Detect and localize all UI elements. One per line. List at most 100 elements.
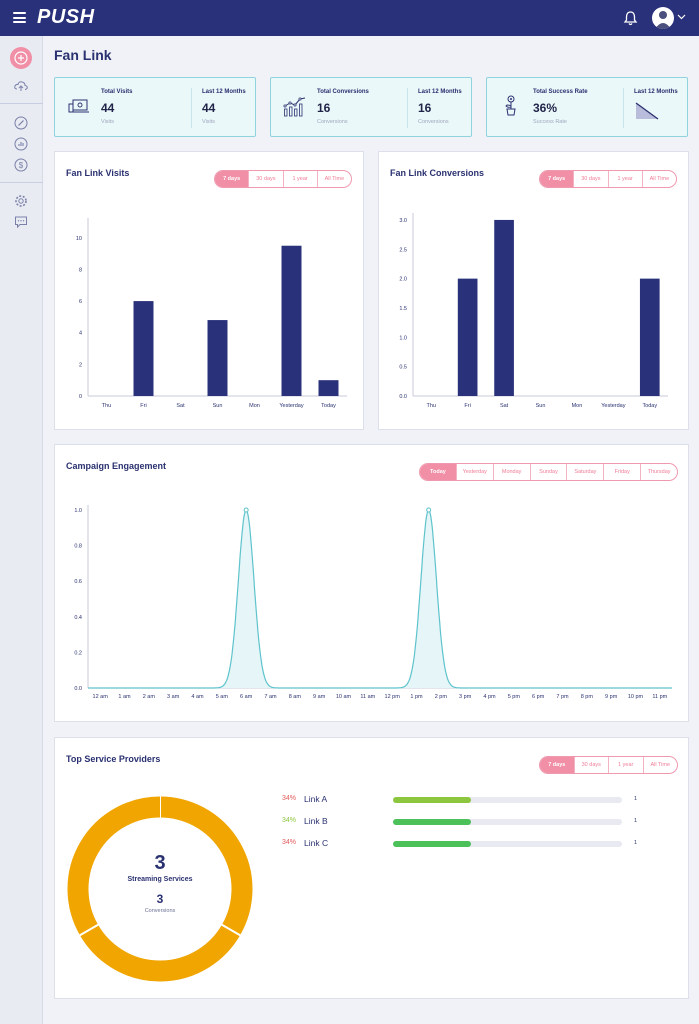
day-option-monday[interactable]: Monday xyxy=(492,464,530,480)
page-title: Fan Link xyxy=(54,47,112,63)
provider-name[interactable]: Link B xyxy=(304,816,328,826)
providers-range-selector: 7 days 30 days 1 year All Time xyxy=(539,756,678,774)
range-option-7-days[interactable]: 7 days xyxy=(215,171,249,187)
sidebar: $ xyxy=(0,36,43,1024)
range-option-7-days[interactable]: 7 days xyxy=(540,171,574,187)
data-point[interactable] xyxy=(426,507,432,513)
range-option-30-days[interactable]: 30 days xyxy=(573,171,607,187)
avatar[interactable] xyxy=(652,7,674,29)
bar[interactable] xyxy=(457,278,478,396)
day-option-today[interactable]: Today xyxy=(420,464,456,480)
stat-card-visits: Total Visits 44 Visits Last 12 Months 44… xyxy=(54,77,256,137)
range-option-all-time[interactable]: All Time xyxy=(642,757,678,773)
donut-sub-value: 3 xyxy=(156,892,164,906)
x-tick-label: Today xyxy=(321,403,336,409)
conversions-bar-chart: 0.0 0.5 1.0 1.5 2.0 2.5 3.0 Thu Fri Sat Sun Mon Yest… xyxy=(399,213,668,409)
provider-percent: 34% xyxy=(282,795,297,802)
x-tick-label: Sat xyxy=(176,403,185,409)
day-option-yesterday[interactable]: Yesterday xyxy=(455,464,493,480)
card-title: Campaign Engagement xyxy=(66,461,167,471)
x-tick-label: 4 pm xyxy=(483,694,496,700)
conversions-range-selector: 7 days 30 days 1 year All Time xyxy=(539,170,677,188)
logo[interactable]: PUSH xyxy=(37,6,95,28)
donut-slice[interactable] xyxy=(67,796,161,936)
x-tick-label: 12 pm xyxy=(385,694,401,700)
range-option-all-time[interactable]: All Time xyxy=(316,171,351,187)
bar[interactable] xyxy=(133,301,154,396)
x-tick-label: 6 pm xyxy=(532,694,545,700)
fan-link-visits-card: Fan Link Visits 7 days 30 days 1 year All T… xyxy=(54,151,364,430)
add-icon[interactable] xyxy=(10,47,32,69)
x-tick-label: Mon xyxy=(572,403,583,409)
day-option-saturday[interactable]: Saturday xyxy=(566,464,603,480)
provider-progress-track xyxy=(393,841,622,847)
stat-card-success-rate: Total Success Rate 36% Success Rate Last… xyxy=(486,77,688,137)
provider-row[interactable]: 34% Link C 1 xyxy=(282,838,642,849)
dollar-icon[interactable]: $ xyxy=(14,158,28,172)
day-option-sunday[interactable]: Sunday xyxy=(529,464,567,480)
bar[interactable] xyxy=(639,278,660,396)
x-tick-label: 3 am xyxy=(167,694,180,700)
x-tick-label: Yesterday xyxy=(601,403,626,409)
stat-value: 44 xyxy=(101,101,115,115)
visits-range-selector: 7 days 30 days 1 year All Time xyxy=(214,170,352,188)
day-selector: Today Yesterday Monday Sunday Saturday Friday… xyxy=(419,463,678,481)
range-option-30-days[interactable]: 30 days xyxy=(248,171,282,187)
svg-text:$: $ xyxy=(19,161,24,170)
donut-slice[interactable] xyxy=(79,924,241,982)
stat-sub: Success Rate xyxy=(533,119,567,125)
y-tick-label: 1.0 xyxy=(399,335,407,341)
y-tick-label: 0.5 xyxy=(399,365,407,371)
provider-progress-fill xyxy=(393,797,471,803)
chevron-down-icon[interactable] xyxy=(677,13,686,21)
line-chart-icon xyxy=(283,97,306,117)
range-option-1-year[interactable]: 1 year xyxy=(607,171,642,187)
bell-icon[interactable] xyxy=(623,10,638,26)
provider-row[interactable]: 34% Link B 1 xyxy=(282,816,642,827)
y-tick-label: 2.5 xyxy=(399,247,407,253)
area-fill xyxy=(88,510,672,688)
range-option-30-days[interactable]: 30 days xyxy=(573,757,609,773)
y-tick-label: 2.0 xyxy=(399,277,407,283)
range-option-all-time[interactable]: All Time xyxy=(641,171,676,187)
y-tick-label: 1.5 xyxy=(399,306,407,312)
analytics-icon[interactable] xyxy=(14,137,28,151)
x-tick-label: 7 pm xyxy=(556,694,569,700)
stat-right-sub: Visits xyxy=(202,119,216,125)
data-point[interactable] xyxy=(243,507,249,513)
range-option-1-year[interactable]: 1 year xyxy=(282,171,317,187)
cloud-upload-icon[interactable] xyxy=(14,79,28,93)
provider-count: 1 xyxy=(634,818,638,824)
campaign-engagement-card: Campaign Engagement Today Yesterday Monday… xyxy=(54,444,689,722)
provider-name[interactable]: Link A xyxy=(304,794,328,804)
x-tick-label: 10 am xyxy=(336,694,352,700)
range-option-1-year[interactable]: 1 year xyxy=(608,757,643,773)
donut-slice[interactable] xyxy=(159,796,253,936)
x-tick-label: 9 am xyxy=(313,694,326,700)
chat-icon[interactable] xyxy=(14,215,28,229)
range-option-7-days[interactable]: 7 days xyxy=(540,757,574,773)
bar[interactable] xyxy=(281,245,302,396)
day-option-friday[interactable]: Friday xyxy=(603,464,640,480)
day-option-thursday[interactable]: Thursday xyxy=(640,464,677,480)
x-tick-label: Today xyxy=(642,403,657,409)
bar[interactable] xyxy=(494,219,514,396)
menu-icon[interactable] xyxy=(13,12,26,23)
donut-sub-label: Conversions xyxy=(144,908,176,914)
bar[interactable] xyxy=(318,380,339,396)
x-tick-label: Fri xyxy=(140,403,146,409)
x-tick-label: 6 am xyxy=(240,694,253,700)
x-tick-label: Sat xyxy=(500,403,509,409)
provider-row[interactable]: 34% Link A 1 xyxy=(282,794,642,805)
bar[interactable] xyxy=(207,320,228,396)
provider-name[interactable]: Link C xyxy=(304,838,329,848)
link-icon[interactable] xyxy=(14,116,28,130)
x-tick-label: Fri xyxy=(464,403,470,409)
stat-right-value: 16 xyxy=(418,101,432,115)
flower-pot-icon xyxy=(505,95,516,116)
gear-icon[interactable] xyxy=(14,194,28,208)
y-tick-label: 6 xyxy=(79,299,82,305)
x-tick-label: Sun xyxy=(536,403,546,409)
stat-right-label: Last 12 Months xyxy=(418,89,462,95)
stat-value: 16 xyxy=(317,101,331,115)
